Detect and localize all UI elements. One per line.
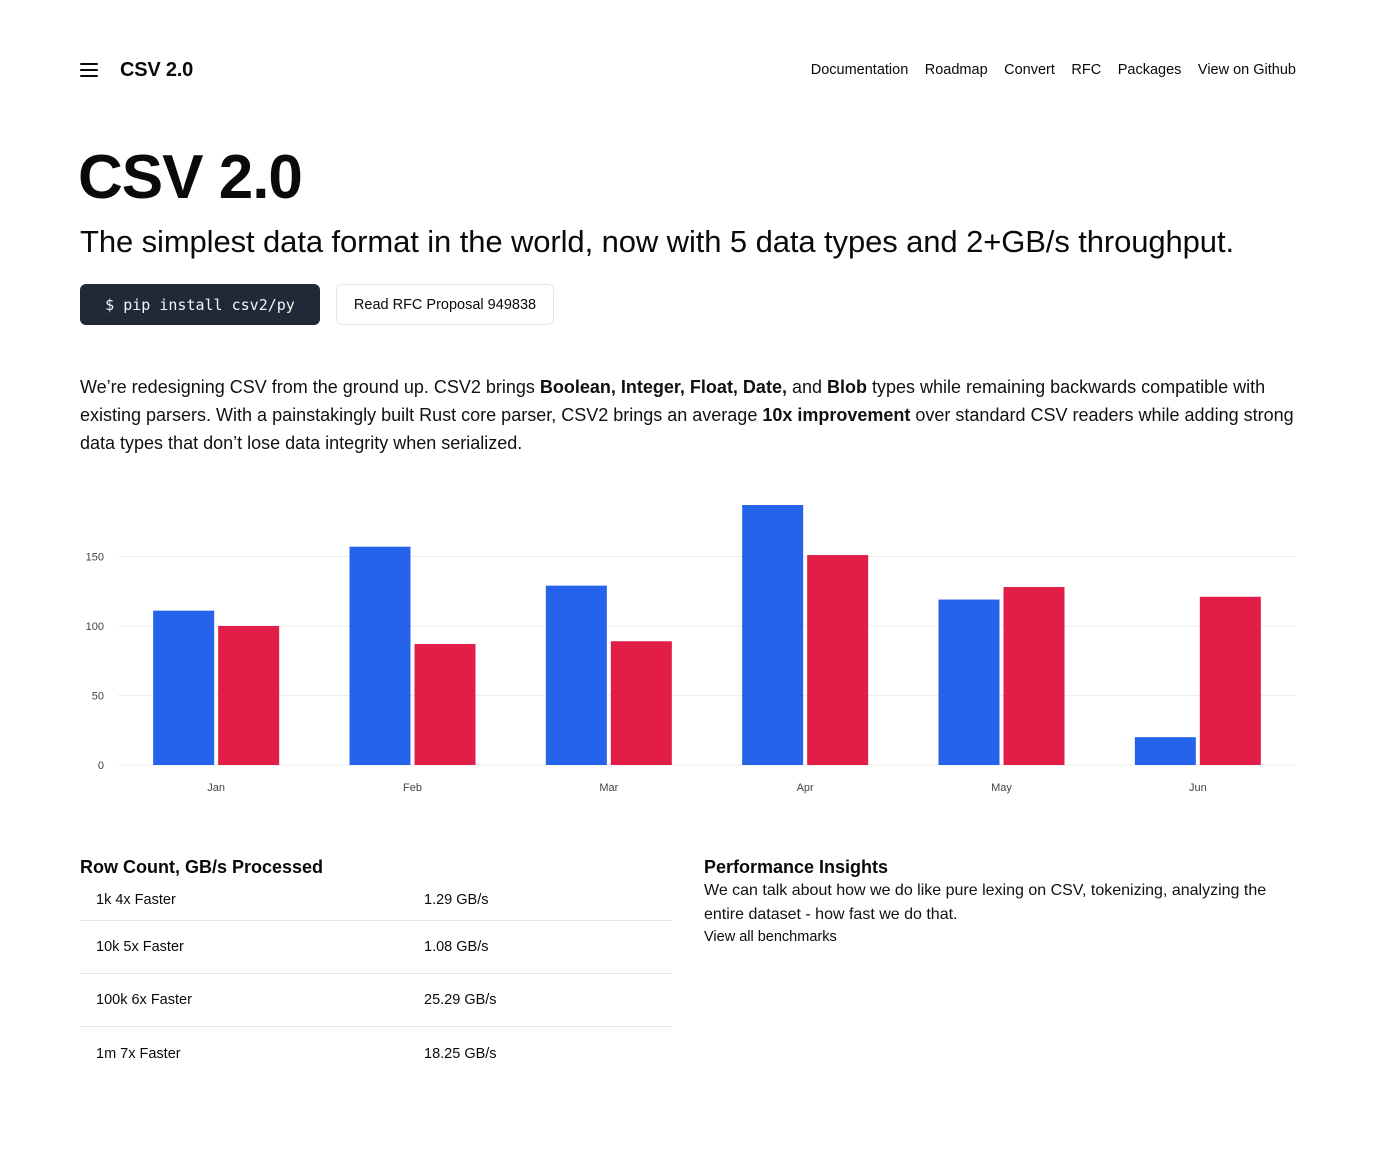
nav-link-documentation[interactable]: Documentation [810, 62, 909, 78]
bar-jun-series-1 [1134, 737, 1196, 765]
y-tick-label: 0 [98, 760, 104, 772]
table-row: 10k 5x Faster 1.08 GB/s [80, 921, 672, 974]
x-tick-label: Jan [207, 782, 225, 794]
nav-link-github[interactable]: View on Github [1197, 62, 1296, 78]
bar-jan-series-1 [153, 610, 215, 765]
row-count-section: Row Count, GB/s Processed 1k 4x Faster 1.… [80, 855, 672, 1080]
bar-may-series-2 [1003, 587, 1065, 765]
bar-feb-series-2 [414, 644, 476, 765]
row-label: 100k 6x Faster [96, 992, 192, 1008]
intro-paragraph: We’re redesigning CSV from the ground up… [80, 373, 1296, 457]
bar-may-series-1 [938, 599, 1000, 765]
x-tick-label: Mar [599, 782, 618, 794]
bar-apr-series-1 [742, 505, 804, 765]
x-tick-label: Apr [797, 782, 814, 794]
y-tick-label: 150 [86, 551, 104, 563]
intro-improvement-bold: 10x improvement [762, 405, 911, 425]
row-value: 18.25 GB/s [424, 1045, 497, 1062]
row-label: 10k 5x Faster [96, 939, 184, 955]
hamburger-menu-icon[interactable] [80, 62, 100, 78]
intro-text-2: and [786, 377, 827, 397]
row-value: 1.29 GB/s [424, 891, 489, 908]
insights-title: Performance Insights [704, 857, 889, 877]
row-label: 1m 7x Faster [96, 1045, 181, 1062]
view-benchmarks-link[interactable]: View all benchmarks [704, 929, 837, 945]
intro-text-1: We’re redesigning CSV from the ground up… [80, 377, 540, 397]
bar-feb-series-1 [349, 546, 411, 765]
intro-text-4: over standard CSV readers while adding s… [80, 405, 1294, 453]
nav-link-convert[interactable]: Convert [1004, 62, 1055, 78]
table-row: 1k 4x Faster 1.29 GB/s [80, 879, 672, 921]
nav-links: Documentation Roadmap Convert RFC Packag… [794, 62, 1296, 78]
y-tick-label: 100 [86, 621, 104, 633]
brand: CSV 2.0 [80, 59, 193, 82]
row-value: 25.29 GB/s [424, 992, 497, 1008]
read-rfc-button[interactable]: Read RFC Proposal 949838 [336, 284, 554, 325]
x-tick-label: Jun [1189, 782, 1207, 794]
y-tick-label: 50 [92, 690, 104, 702]
table-row: 1m 7x Faster 18.25 GB/s [80, 1027, 672, 1080]
table-row: 100k 6x Faster 25.29 GB/s [80, 974, 672, 1027]
x-tick-label: May [991, 782, 1012, 794]
nav-link-roadmap[interactable]: Roadmap [924, 62, 988, 78]
bar-mar-series-1 [545, 585, 607, 765]
insights-text: We can talk about how we do like pure le… [704, 882, 1267, 923]
brand-name[interactable]: CSV 2.0 [120, 58, 194, 81]
page-title: CSV 2.0 [78, 143, 303, 212]
performance-insights: Performance Insights We can talk about h… [704, 855, 1296, 945]
install-command-button[interactable]: $ pip install csv2/py [80, 284, 320, 325]
nav-link-packages[interactable]: Packages [1117, 62, 1182, 78]
intro-types-bold: Boolean, Integer, Float, Date, [539, 377, 787, 397]
row-value: 1.08 GB/s [424, 939, 489, 955]
row-count-table: 1k 4x Faster 1.29 GB/s 10k 5x Faster 1.08 … [80, 879, 672, 1080]
bar-chart: 0 50 100 150 Jan Feb Mar Apr May Jun [86, 505, 1296, 794]
intro-text-3: types while remaining backwards compatib… [80, 377, 1266, 425]
top-nav: CSV 2.0 Documentation Roadmap Convert RF… [80, 56, 1296, 84]
bar-mar-series-2 [610, 641, 672, 765]
hero-buttons: $ pip install csv2/py Read RFC Proposal … [80, 284, 554, 325]
bar-apr-series-2 [807, 555, 869, 765]
row-count-title: Row Count, GB/s Processed [80, 857, 324, 877]
bar-jan-series-2 [218, 625, 280, 765]
x-tick-label: Feb [403, 782, 422, 794]
page-subtitle: The simplest data format in the world, n… [80, 224, 1234, 259]
nav-link-rfc[interactable]: RFC [1071, 62, 1102, 78]
bar-jun-series-2 [1199, 596, 1261, 765]
row-label: 1k 4x Faster [96, 891, 176, 908]
intro-blob-bold: Blob [827, 377, 867, 397]
